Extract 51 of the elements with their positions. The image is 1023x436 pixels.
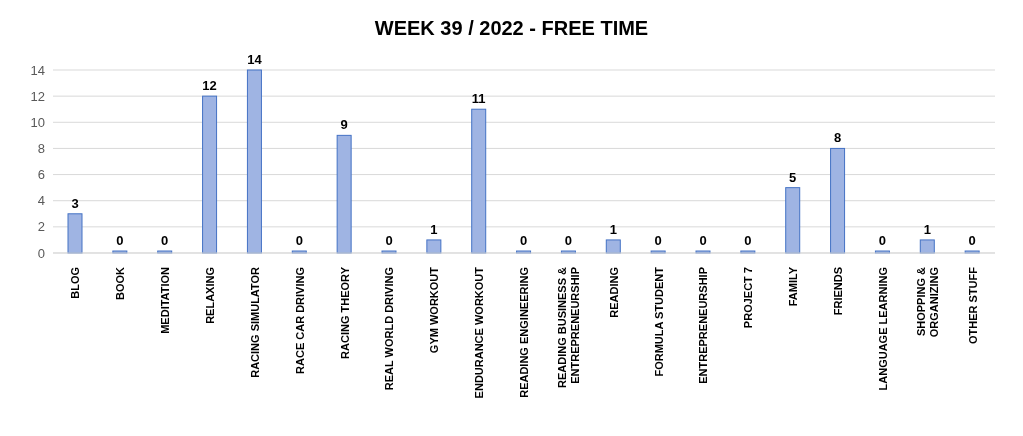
y-tick-label: 10 — [30, 114, 45, 130]
x-tick-label: PROJECT 7 — [742, 267, 755, 329]
x-tick-label: BOOK — [114, 266, 127, 300]
x-tick-label: RELAXING — [204, 267, 216, 324]
data-label: 14 — [247, 52, 263, 67]
data-label: 0 — [744, 233, 752, 248]
x-tick-label: FAMILY — [787, 266, 800, 307]
x-tick-label: READING ENGINEERING — [518, 267, 530, 398]
x-tick-label: RACING THEORY — [338, 266, 351, 359]
data-label: 0 — [968, 233, 976, 248]
x-tick-label: BLOG — [69, 267, 82, 299]
data-label: 8 — [833, 130, 842, 146]
x-tick-label: MEDITATION — [159, 266, 172, 334]
y-tick-label: 6 — [37, 167, 45, 183]
x-tick-label: FORMULA STUDENT — [652, 266, 665, 377]
data-label: 5 — [789, 169, 797, 185]
data-label: 1 — [430, 221, 438, 237]
x-tick-label: LANGUAGE LEARNING — [876, 267, 889, 391]
data-label: 1 — [923, 221, 931, 237]
x-tick-label: RACE CAR DRIVING — [293, 267, 306, 374]
y-tick-label: 14 — [30, 62, 45, 78]
data-label: 0 — [161, 233, 169, 248]
data-label: 11 — [471, 91, 486, 107]
y-tick-label: 8 — [37, 141, 45, 157]
y-tick-label: 2 — [37, 219, 45, 235]
y-tick-label: 0 — [37, 245, 45, 261]
data-label: 0 — [654, 233, 662, 248]
data-label: 0 — [878, 233, 887, 248]
data-label: 12 — [202, 78, 217, 94]
data-label: 0 — [116, 233, 124, 248]
x-tick-label: ENTREPRENEURSHIP — [697, 267, 710, 384]
x-tick-label: READING — [607, 267, 620, 318]
x-tick-label: RACING SIMULATOR — [248, 266, 261, 378]
data-label: 0 — [385, 233, 393, 248]
data-label: 1 — [609, 221, 617, 237]
y-tick-label: 4 — [37, 193, 45, 209]
data-label: 0 — [519, 233, 528, 248]
data-label: 0 — [295, 233, 303, 248]
data-label: 3 — [71, 195, 79, 211]
x-tick-label: READING BUSINESS & ENTREPRENEURSHIP — [556, 266, 582, 389]
x-tick-label: FRIENDS — [832, 267, 844, 316]
x-tick-label: REAL WORLD DRIVING — [383, 267, 396, 391]
data-label: 0 — [699, 233, 707, 248]
y-tick-label: 12 — [30, 88, 45, 104]
x-tick-label: GYM WORKOUT — [428, 266, 441, 354]
x-tick-label: SHOPPING & ORGANIZING — [915, 266, 941, 338]
data-label: 9 — [340, 117, 348, 133]
x-tick-label: ENDURANCE WORKOUT — [473, 266, 486, 399]
chart-title: WEEK 39 / 2022 - FREE TIME — [373, 16, 650, 41]
x-tick-label: OTHER STUFF — [966, 266, 979, 344]
data-label: 0 — [564, 233, 573, 248]
